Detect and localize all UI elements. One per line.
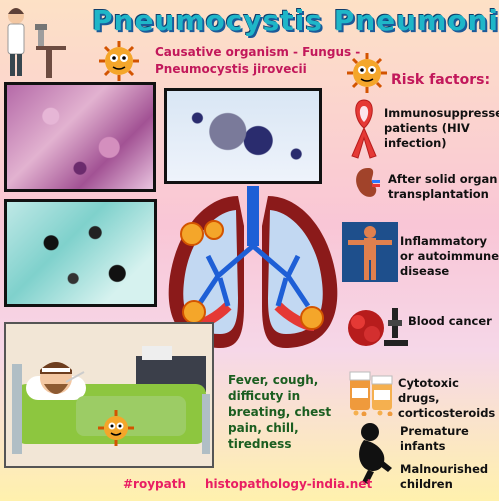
body-icon [342, 222, 398, 282]
infant-icon [359, 423, 392, 484]
risk-item-malnourished: Malnourished children [400, 462, 488, 492]
risk-factors-heading: Risk factors: [391, 72, 491, 88]
risk-line: Malnourished [400, 462, 489, 476]
symptoms-text: Fever, cough, difficuty in breating, che… [228, 372, 338, 452]
risk-item-transplant: After solid organ transplantation [388, 172, 498, 202]
scientist-icon [7, 8, 66, 78]
silver-stain-micrograph [4, 199, 157, 307]
risk-line: After solid organ [388, 172, 498, 186]
risk-item-autoimmune: Inflammatory or autoimmune disease [400, 234, 499, 279]
fungus-icon [347, 53, 387, 93]
risk-line: patients (HIV [384, 121, 470, 135]
symptom-line: tiredness [228, 437, 292, 451]
histology-micrograph-1 [4, 82, 156, 192]
risk-line: disease [400, 264, 450, 278]
risk-line: Blood cancer [408, 314, 492, 328]
page-title: Pneumocystis Pneumonia [92, 4, 499, 37]
symptom-line: Fever, cough, [228, 373, 319, 387]
risk-line: Cytotoxic drugs, [398, 376, 459, 405]
footer-site: histopathology-india.net [205, 477, 373, 491]
footer-hashtag: #roypath [123, 477, 187, 491]
risk-line: Inflammatory [400, 234, 488, 248]
risk-line: infants [400, 439, 446, 453]
risk-item-hiv: Immunosuppressed patients (HIV infection… [384, 106, 499, 151]
causative-line-2: Pneumocystis jirovecii [155, 62, 307, 76]
risk-item-blood-cancer: Blood cancer [408, 314, 492, 329]
lungs-illustration [168, 186, 338, 349]
blood-cells-icon [348, 308, 408, 346]
fungus-icon [98, 410, 134, 446]
cytology-micrograph [164, 88, 322, 184]
symptom-line: difficuty in [228, 389, 301, 403]
kidney-icon [356, 168, 380, 197]
causative-line-1: Causative organism - Fungus - [155, 45, 361, 59]
risk-item-drugs: Cytotoxic drugs, corticosteroids [398, 376, 499, 421]
patient-in-bed-icon [6, 324, 212, 466]
symptom-line: pain, chill, [228, 421, 299, 435]
risk-line: Immunosuppressed [384, 106, 499, 120]
sick-patient-illustration [4, 322, 214, 468]
risk-item-premature: Premature infants [400, 424, 469, 454]
risk-line: transplantation [388, 187, 489, 201]
risk-line: infection) [384, 136, 447, 150]
ribbon-icon [351, 99, 377, 159]
fungus-icon [99, 41, 139, 81]
pill-bottles-icon [349, 371, 393, 416]
symptom-line: breating, chest [228, 405, 332, 419]
risk-line: or autoimmune [400, 249, 499, 263]
risk-line: corticosteroids [398, 406, 496, 420]
risk-line: Premature [400, 424, 469, 438]
causative-organism: Causative organism - Fungus - Pneumocyst… [155, 44, 375, 78]
risk-line: children [400, 477, 453, 491]
